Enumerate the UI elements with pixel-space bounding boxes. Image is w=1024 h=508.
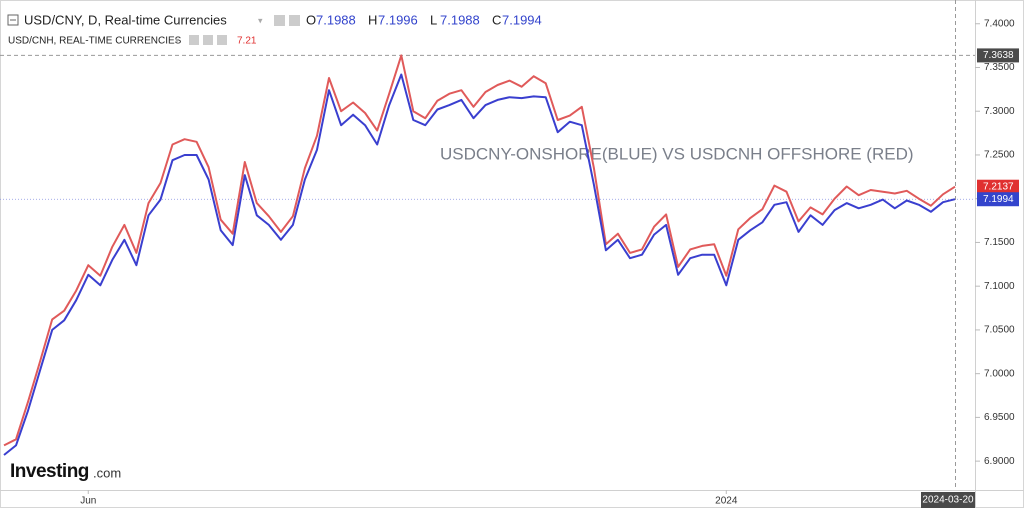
y-tick-label: 6.9500 [984,412,1015,423]
last-label-red-box [977,179,1019,194]
annotation: USDCNY-ONSHORE(BLUE) VS USDCNH OFFSHORE … [440,144,914,163]
ohlc-label: H [368,12,377,27]
y-tick-label: 7.4000 [984,18,1015,29]
ohlc-label: O [306,12,316,27]
x-tick-label: 2024 [715,496,738,507]
last-label-blue-box [977,192,1019,207]
logo-suffix: .com [93,465,121,480]
series-1-last: 7.21 [237,36,257,47]
x-tick-label: Jun [80,496,96,507]
ohlc-value: 7.1988 [440,12,480,27]
y-tick-label: 7.1000 [984,281,1015,292]
logo: Investing [10,461,89,482]
y-tick-label: 7.0000 [984,368,1015,379]
ohlc-value: 7.1988 [316,12,356,27]
collapse-icon[interactable] [7,14,19,26]
close-icon[interactable] [217,35,227,45]
crosshair-date: 2024-03-20 [922,495,974,506]
y-tick-label: 7.0500 [984,325,1015,336]
high-label: 7.3638 [983,50,1014,61]
ohlc-value: 7.1994 [502,12,542,27]
dropdown-caret[interactable]: ▾ [175,36,179,45]
y-tick-label: 7.3000 [984,106,1015,117]
high-label-box [977,48,1019,63]
y-tick-label: 7.1500 [984,237,1015,248]
series-0-title: USD/CNY, D, Real-time Currencies [24,12,227,27]
dropdown-caret[interactable]: ▾ [258,15,263,25]
ohlc-label: C [492,12,501,27]
series-1-title: USD/CNH, REAL-TIME CURRENCIES [8,36,182,47]
ohlc-value: 7.1996 [378,12,418,27]
y-tick-label: 7.2500 [984,150,1015,161]
settings-icon[interactable] [274,15,285,26]
crosshair-date-box [921,492,975,508]
series-line [3,73,956,456]
settings-icon[interactable] [203,35,213,45]
settings-icon[interactable] [289,15,300,26]
settings-icon[interactable] [189,35,199,45]
y-tick-label: 7.3500 [984,62,1015,73]
y-tick-label: 6.9000 [984,456,1015,467]
ohlc-label: L [430,12,437,27]
last-label-red: 7.2137 [983,181,1014,192]
series-line [3,54,956,447]
last-label-blue: 7.1994 [983,194,1014,205]
